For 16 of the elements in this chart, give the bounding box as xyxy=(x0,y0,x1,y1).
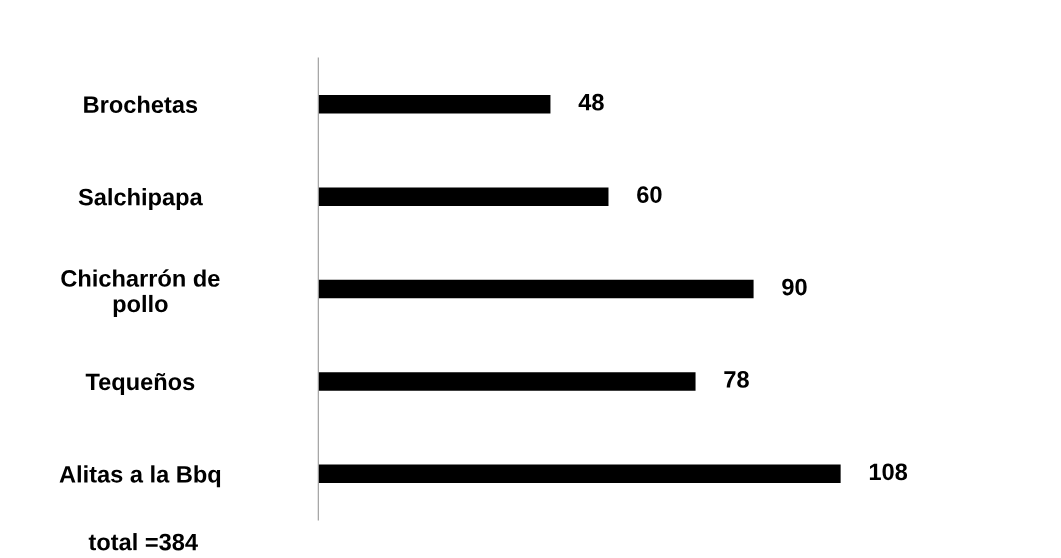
bar xyxy=(318,94,551,114)
y-tick-label: Alitas a la Bbq xyxy=(59,465,221,488)
bar xyxy=(318,279,754,299)
y-tick-label: Chicharrón de pollo xyxy=(61,269,220,317)
data-label: 60 xyxy=(637,186,662,203)
y-tick-label: Brochetas xyxy=(84,95,198,114)
data-label: 90 xyxy=(782,278,807,296)
bar xyxy=(318,372,696,391)
data-label: 48 xyxy=(578,93,604,111)
text: total =384 xyxy=(88,533,198,551)
bar xyxy=(318,464,841,484)
bar xyxy=(318,187,609,206)
data-label: 78 xyxy=(724,371,749,388)
y-tick-label: Tequeños xyxy=(85,372,195,395)
data-label: 108 xyxy=(869,463,908,481)
y-tick-label: Salchipapa xyxy=(78,188,203,211)
